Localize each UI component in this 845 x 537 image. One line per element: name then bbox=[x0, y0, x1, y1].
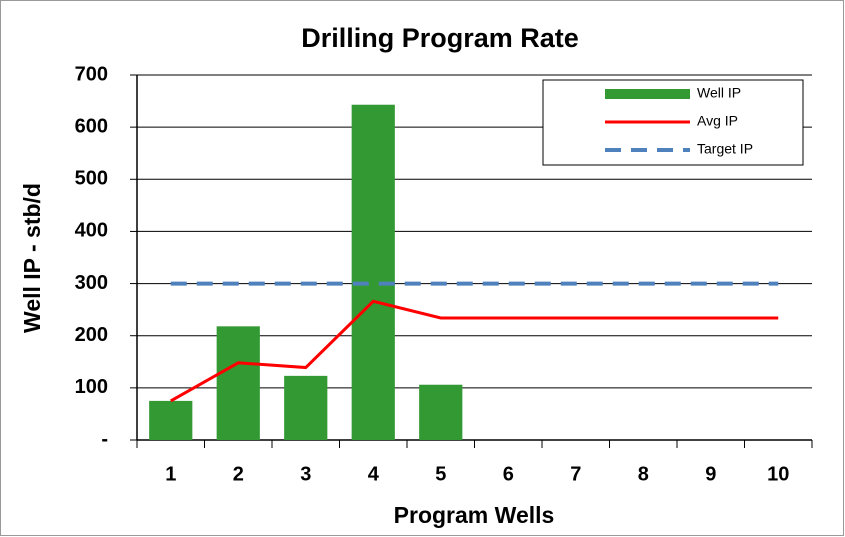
bar bbox=[351, 104, 395, 440]
x-tick-label: 2 bbox=[233, 463, 244, 485]
x-tick-label: 5 bbox=[435, 463, 446, 485]
y-tick-label: 100 bbox=[75, 376, 108, 398]
x-tick-label: 10 bbox=[767, 463, 789, 485]
x-tick-label: 4 bbox=[368, 463, 380, 485]
y-tick-label: 600 bbox=[75, 115, 108, 137]
x-tick-label: 3 bbox=[300, 463, 311, 485]
bar bbox=[284, 375, 328, 440]
x-tick-label: 8 bbox=[638, 463, 649, 485]
y-tick-label: 200 bbox=[75, 324, 108, 346]
y-tick-label: 500 bbox=[75, 168, 108, 190]
legend-label: Avg IP bbox=[697, 113, 738, 129]
y-axis-title: Well IP - stb/d bbox=[19, 183, 45, 333]
y-tick-label: 700 bbox=[75, 63, 108, 85]
y-tick-label: 400 bbox=[75, 220, 108, 242]
legend-label: Well IP bbox=[697, 85, 741, 101]
x-tick-label: 9 bbox=[705, 463, 716, 485]
legend-swatch bbox=[605, 89, 690, 99]
bar bbox=[149, 400, 193, 440]
x-tick-label: 7 bbox=[570, 463, 581, 485]
chart-title: Drilling Program Rate bbox=[301, 23, 579, 53]
legend-label: Target IP bbox=[697, 141, 753, 157]
x-tick-label: 6 bbox=[503, 463, 514, 485]
line-series bbox=[170, 299, 779, 403]
bar bbox=[216, 326, 260, 440]
y-tick-label: - bbox=[101, 428, 108, 450]
y-tick-label: 300 bbox=[75, 272, 108, 294]
x-tick-label: 1 bbox=[165, 463, 176, 485]
x-axis-title: Program Wells bbox=[394, 502, 555, 528]
bar bbox=[419, 384, 463, 440]
